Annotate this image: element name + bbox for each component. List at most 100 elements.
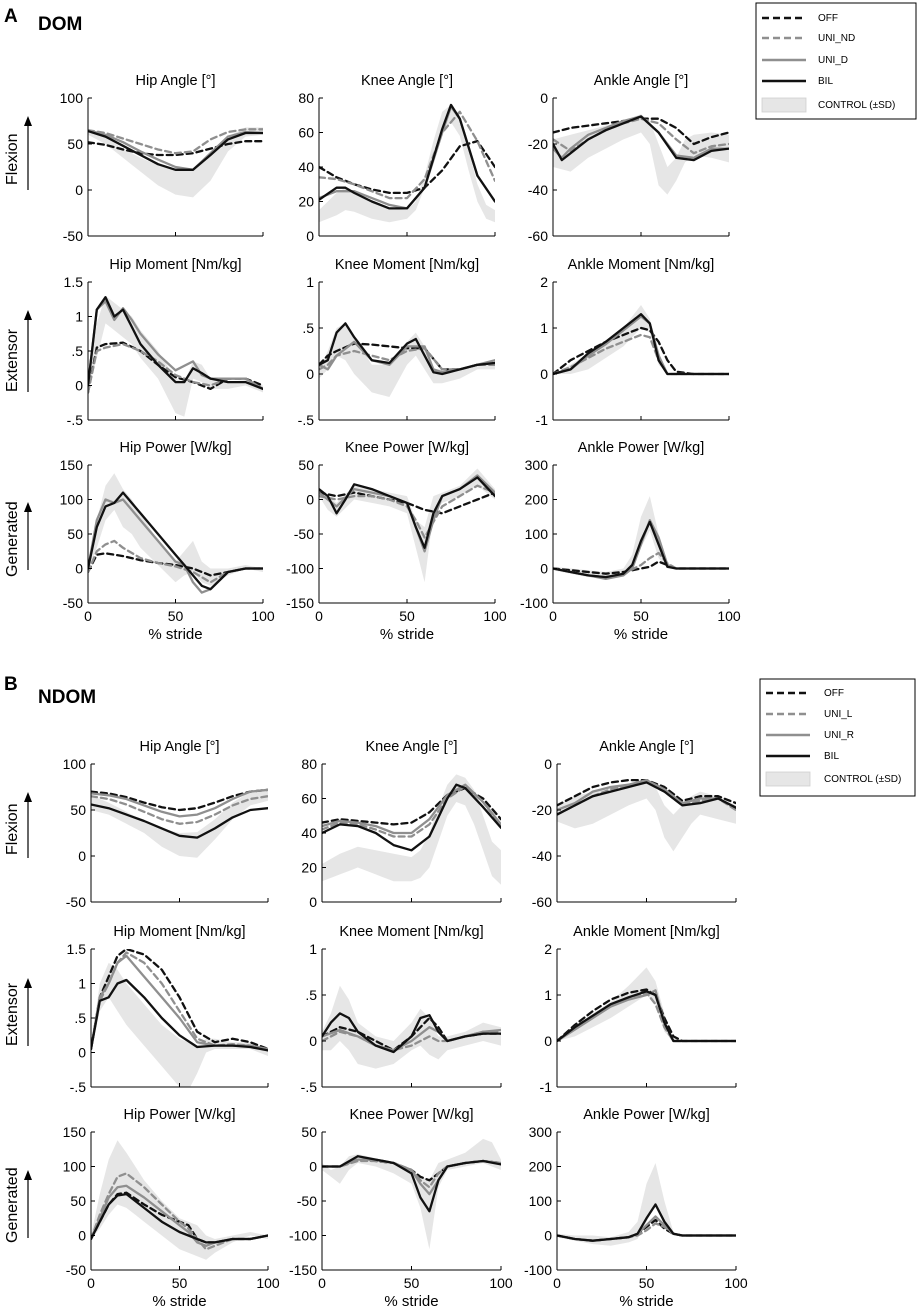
plot-b-knee-moment-nm-kg-ytick-label: .5 [305,987,317,1003]
row-label-a-flexion-text: Flexion [4,133,21,185]
plot-a-hip-power-w-kg-series-bil [88,491,263,591]
plot-a-hip-moment-nm-kg-ytick-label: .5 [71,343,83,359]
plot-b-knee-power-w-kg-ytick-label: 50 [301,1124,317,1140]
plot-b-knee-power-w-kg-xtick-label: 100 [489,1275,513,1291]
plot-b-hip-angle-series-uni2 [91,788,268,818]
plot-a-ankle-angle-ytick-label: 0 [540,90,548,106]
plot-a-knee-angle-ytick-label: 0 [306,228,314,244]
plot-b-hip-moment-nm-kg-ytick-label: 0 [78,1045,86,1061]
plot-a-hip-angle-ytick-label: 50 [67,136,83,152]
plot-a-knee-power-w-kg-xlabel: % stride [380,626,434,643]
plot-a-knee-power-w-kg-control-band [319,468,495,583]
plot-a-knee-angle-ytick-label: 20 [298,194,314,210]
plot-b-knee-angle-ytick-label: 80 [301,756,317,772]
plot-a-hip-power-w-kg-control-band [88,473,263,586]
row-label-b-generated-text: Generated [4,1167,21,1243]
plot-a-ankle-angle-series-bil [553,115,729,162]
legend-a-off-label: OFF [818,13,838,24]
plot-b-ankle-power-w-kg-ytick-label: 300 [529,1124,553,1140]
panel-b-name: NDOM [38,687,96,708]
plot-a-ankle-angle-title: Ankle Angle [°] [594,73,688,89]
plot-a-hip-moment-nm-kg-series-uni2 [88,300,263,391]
legend-b-control-swatch [765,771,811,787]
plot-a-knee-power-w-kg-ytick-label: -50 [294,526,314,542]
row-label-b-generated: Generated [4,1167,32,1243]
plot-a-ankle-angle-ytick-label: -20 [528,136,548,152]
plot-a-knee-angle-ytick-label: 40 [298,159,314,175]
plot-a-ankle-moment-nm-kg-ytick-label: 1 [540,320,548,336]
plot-a-hip-angle-ytick-label: 100 [60,90,84,106]
row-label-b-flexion-text: Flexion [4,803,21,855]
plot-a-knee-power-w-kg-xtick-label: 0 [315,608,323,624]
plot-b-hip-moment-nm-kg: -.5 0 .5 1 1.5 Hip Moment [Nm/kg] [67,924,269,1095]
row-label-b-extensor-text: Extensor [4,982,21,1046]
legend-b-off-label: OFF [824,688,844,699]
plot-a-ankle-moment-nm-kg-ytick-label: -1 [536,412,549,428]
plot-b-knee-angle: 0 20 40 60 80 Knee Angle [°] [301,739,502,910]
plot-b-ankle-power-w-kg-title: Ankle Power [W/kg] [583,1107,710,1123]
plot-a-knee-angle: 0 20 40 60 80 Knee Angle [°] [298,73,496,244]
plot-b-knee-power-w-kg-ytick-label: -100 [289,1228,317,1244]
plot-b-knee-power-w-kg: -150 -100 -50 0 50 0 50 100 Knee Power [W/kg] % s… [289,1107,513,1310]
plot-b-ankle-power-w-kg-ytick-label: -100 [524,1262,552,1278]
row-arrowhead-b-flexion [24,792,32,802]
row-arrowhead-a-generated [24,502,32,512]
plot-a-knee-angle-ytick-label: 80 [298,90,314,106]
plot-a-ankle-moment-nm-kg-control-band [553,305,729,374]
plot-b-knee-power-w-kg-title: Knee Power [W/kg] [349,1107,473,1123]
plot-b-hip-moment-nm-kg-ytick-label: 1 [78,976,86,992]
plot-b-knee-power-w-kg-series-bil [322,1155,501,1213]
legend-b: OFF UNI_L UNI_R BIL CONTROL (±SD) [759,678,916,797]
plot-b-hip-angle-series-bil [91,803,268,839]
legend-a-uni-d-label: UNI_D [818,55,848,66]
plot-b-hip-angle-control-band [91,789,268,858]
plot-b-hip-moment-nm-kg-series-bil [91,978,268,1052]
plot-a-hip-angle-ytick-label: 0 [75,182,83,198]
plot-b-ankle-power-w-kg-ytick-label: 0 [544,1228,552,1244]
row-arrowhead-b-generated [24,1170,32,1180]
plot-b-hip-moment-nm-kg-series-uni [91,951,268,1052]
plot-a-knee-moment-nm-kg-ytick-label: 0 [306,366,314,382]
plot-a-hip-moment-nm-kg-title: Hip Moment [Nm/kg] [109,257,241,273]
plot-a-hip-moment-nm-kg: -.5 0 .5 1 1.5 Hip Moment [Nm/kg] [64,257,264,428]
plot-b-ankle-power-w-kg-xtick-label: 100 [724,1275,748,1291]
plot-b-ankle-moment-nm-kg-series-bil [557,990,736,1043]
plot-b-hip-angle-ytick-label: -50 [66,894,86,910]
plot-a-ankle-moment-nm-kg-ytick-label: 0 [540,366,548,382]
plot-a-ankle-angle: -60 -40 -20 0 Ankle Angle [°] [528,73,730,244]
plot-a-knee-power-w-kg-xtick-label: 50 [399,608,415,624]
plot-b-hip-angle-series-uni [91,795,268,825]
plot-b-hip-angle-ytick-label: 0 [78,848,86,864]
plot-a-hip-power-w-kg-ytick-label: 100 [60,492,84,508]
plot-b-ankle-moment-nm-kg-ytick-label: 0 [544,1033,552,1049]
plot-b-ankle-moment-nm-kg-ytick-label: 2 [544,941,552,957]
legend-a-control-label: CONTROL (±SD) [818,100,895,111]
plot-b-ankle-angle-series-uni2 [557,778,736,812]
plot-b-hip-power-w-kg-ytick-label: 150 [63,1124,87,1140]
panel-a-label: A [4,6,18,27]
legend-b-control-label: CONTROL (±SD) [824,774,901,785]
plot-a-knee-power-w-kg: -150 -100 -50 0 50 0 50 100 Knee Power [W/kg] % s… [286,440,507,643]
plot-b-hip-power-w-kg-ytick-label: 50 [70,1193,86,1209]
plot-b-hip-power-w-kg-ytick-label: 100 [63,1159,87,1175]
plot-b-hip-angle-ytick-label: 100 [63,756,87,772]
row-arrowhead-a-flexion [24,116,32,126]
plot-b-ankle-power-w-kg-ytick-label: 200 [529,1159,553,1175]
plot-a-hip-angle-title: Hip Angle [°] [136,73,216,89]
plot-b-ankle-power-w-kg-ytick-label: 100 [529,1193,553,1209]
plot-a-ankle-power-w-kg-series-bil [553,520,729,579]
plot-b-ankle-moment-nm-kg-title: Ankle Moment [Nm/kg] [573,924,720,940]
plot-a-knee-moment-nm-kg-title: Knee Moment [Nm/kg] [335,257,479,273]
panel-a-name: DOM [38,14,82,35]
plot-b-knee-power-w-kg-xlabel: % stride [384,1293,438,1310]
plot-a-ankle-power-w-kg-ytick-label: 200 [525,492,549,508]
plot-b-knee-power-w-kg-ytick-label: 0 [309,1159,317,1175]
plot-b-knee-angle-ytick-label: 20 [301,860,317,876]
plot-b-hip-angle: -50 0 50 100 Hip Angle [°] [63,739,269,910]
plot-b-hip-power-w-kg-xtick-label: 50 [172,1275,188,1291]
plot-b-ankle-angle: -60 -40 -20 0 Ankle Angle [°] [532,739,737,910]
